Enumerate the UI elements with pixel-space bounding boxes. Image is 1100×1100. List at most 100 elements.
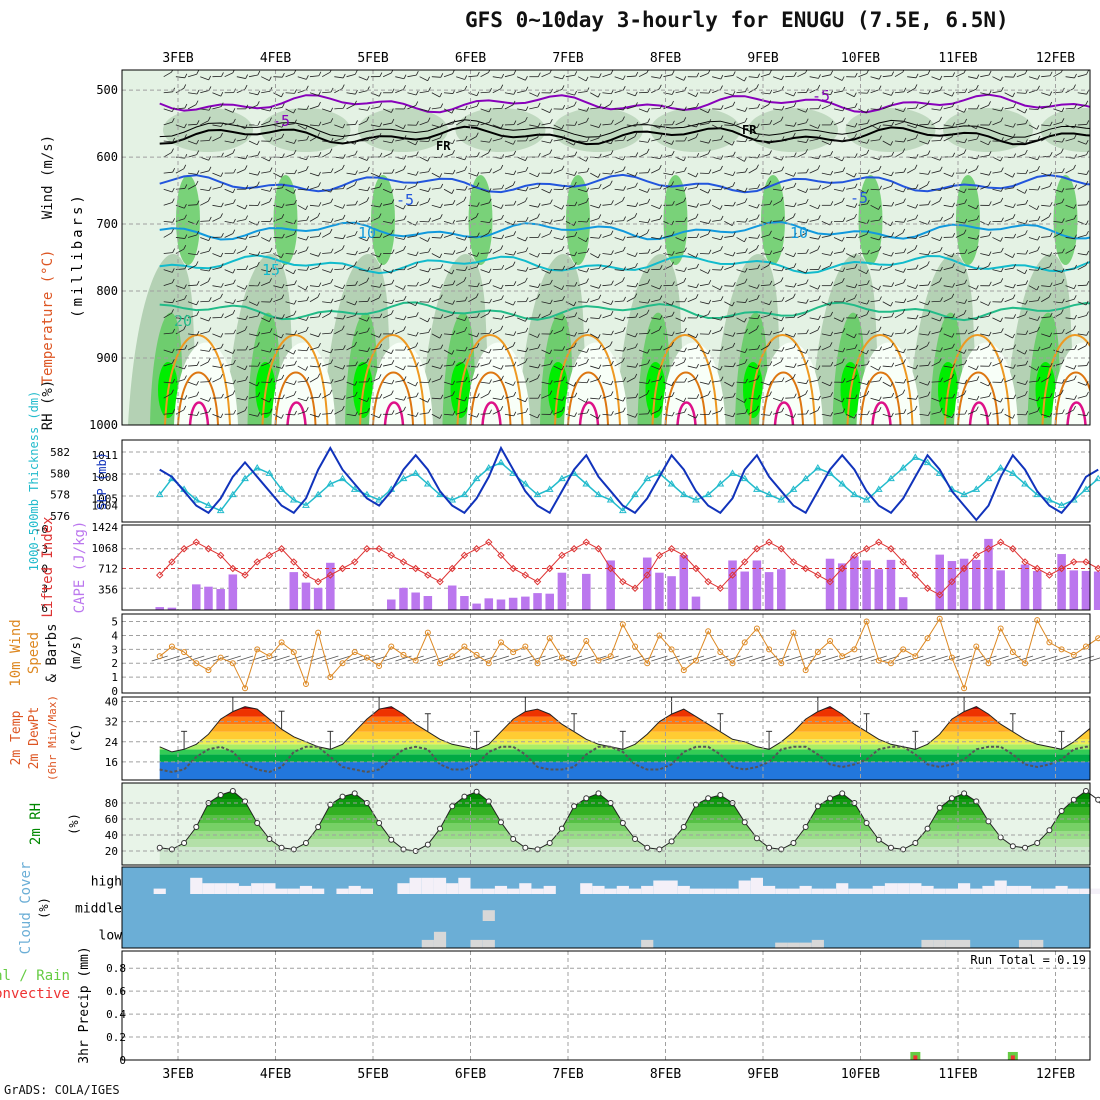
wind-barb-flag bbox=[586, 167, 590, 173]
wind-barb bbox=[1004, 348, 1014, 351]
wind-barb-flag bbox=[720, 326, 723, 331]
wind-barb bbox=[870, 89, 880, 94]
thickness-marker bbox=[996, 464, 1005, 471]
wind-barb bbox=[383, 140, 392, 144]
wind-barb-flag bbox=[1061, 348, 1065, 354]
wind-barb-flag bbox=[684, 408, 687, 413]
wind-barb bbox=[919, 221, 928, 225]
wind-barb-flag bbox=[366, 397, 370, 402]
wind-barb bbox=[1077, 140, 1087, 145]
cloud-bar-high bbox=[531, 888, 544, 894]
wind-barb bbox=[553, 219, 563, 222]
wind-barb-flag bbox=[964, 299, 968, 304]
wind-barb bbox=[919, 104, 928, 110]
wind-barb bbox=[980, 172, 990, 176]
wind-barb bbox=[480, 282, 490, 287]
wind-barb-flag bbox=[525, 267, 529, 272]
wind-barb-flag bbox=[549, 188, 553, 194]
wind-barb bbox=[1089, 108, 1090, 110]
wind-barb-flag bbox=[244, 326, 248, 331]
wind-barb bbox=[1053, 108, 1063, 113]
isotherm-dome bbox=[372, 371, 414, 425]
wind-barb-flag bbox=[854, 283, 858, 289]
wind-barb-flag bbox=[403, 215, 407, 220]
wind-barb-flag bbox=[403, 245, 406, 251]
wind-barb-flag bbox=[488, 118, 492, 123]
ylabel-slp: SLP (mb) bbox=[95, 452, 109, 510]
wind-barb bbox=[273, 365, 283, 369]
cloud-bar-high bbox=[1067, 888, 1080, 894]
wind-barb bbox=[480, 108, 490, 113]
wind-barb-flag bbox=[866, 269, 869, 274]
surface-wind-barb bbox=[553, 655, 571, 662]
cape-bar bbox=[216, 589, 225, 610]
wind-barb bbox=[346, 315, 356, 319]
lifted-index-marker bbox=[156, 571, 164, 579]
surface-wind-barb bbox=[846, 655, 863, 662]
wind-barb bbox=[1016, 108, 1025, 114]
wind-barb bbox=[187, 234, 197, 238]
wind-barb-flag bbox=[245, 154, 249, 160]
wind-barb bbox=[748, 218, 758, 222]
wind-barb bbox=[443, 413, 454, 416]
wind-barb-flag bbox=[476, 121, 480, 127]
wind-barb-flag bbox=[683, 236, 687, 242]
wind-barb-flag bbox=[574, 171, 577, 176]
wind-barb-flag bbox=[781, 105, 785, 111]
wind-barb bbox=[760, 333, 770, 336]
wind-barb-flag bbox=[988, 362, 992, 367]
wind-barb bbox=[833, 317, 843, 322]
lifted-tick-label: -3 bbox=[35, 543, 48, 556]
wind-barb bbox=[322, 121, 331, 126]
wind-barb-flag bbox=[914, 405, 918, 411]
wind-barb-flag bbox=[708, 380, 712, 385]
wind-barb bbox=[1016, 314, 1026, 319]
wind-barb bbox=[578, 381, 588, 384]
wind-barb-flag bbox=[281, 364, 285, 369]
wind-barb bbox=[907, 124, 916, 129]
thickness-marker bbox=[887, 474, 895, 482]
thickness-marker bbox=[192, 496, 201, 503]
surface-wind-barb bbox=[919, 655, 936, 662]
wind-barb-flag bbox=[269, 137, 273, 142]
wind-barb-flag bbox=[1049, 412, 1053, 418]
wind-barb-flag bbox=[245, 345, 249, 351]
wind-barb bbox=[590, 124, 600, 128]
wind-barb-flag bbox=[464, 316, 468, 321]
wind-barb-flag bbox=[1025, 219, 1028, 225]
wind-barb-flag bbox=[1074, 73, 1077, 79]
wind-barb bbox=[943, 136, 952, 142]
wind-barb bbox=[992, 269, 1002, 273]
wind-barb bbox=[651, 124, 660, 129]
wind-barb-flag bbox=[976, 104, 980, 110]
wind-barb bbox=[992, 156, 1001, 162]
cape-bar bbox=[959, 558, 969, 610]
wind-barb-flag bbox=[378, 213, 382, 218]
wind-barb-flag bbox=[488, 198, 492, 204]
wind-barb bbox=[1028, 365, 1038, 371]
wind-barb bbox=[163, 71, 172, 78]
wind-barb bbox=[492, 204, 502, 209]
wind-barb-flag bbox=[988, 170, 992, 176]
wind-barb bbox=[407, 333, 417, 337]
wind-barb bbox=[541, 283, 551, 287]
isotherm-dome bbox=[578, 401, 600, 425]
wind-barb bbox=[785, 377, 794, 383]
wind-barb bbox=[797, 220, 807, 224]
wind-barb-flag bbox=[220, 172, 224, 177]
wind-barb-flag bbox=[391, 360, 395, 365]
wind-barb-flag bbox=[1062, 328, 1065, 334]
wind-barb bbox=[980, 265, 989, 270]
wind-barb bbox=[846, 187, 856, 190]
wind-barb bbox=[456, 139, 466, 142]
wind-barb bbox=[1053, 393, 1062, 399]
wind-barb-flag bbox=[512, 140, 516, 145]
wind-barb bbox=[431, 413, 440, 419]
cape-bar bbox=[582, 573, 591, 610]
wind-barb bbox=[517, 349, 527, 353]
wind-barb-flag bbox=[635, 182, 638, 187]
wind-barb bbox=[480, 413, 490, 415]
wind-barb bbox=[443, 364, 454, 367]
wind-barb-flag bbox=[878, 396, 882, 401]
wind-barb bbox=[992, 281, 1001, 287]
